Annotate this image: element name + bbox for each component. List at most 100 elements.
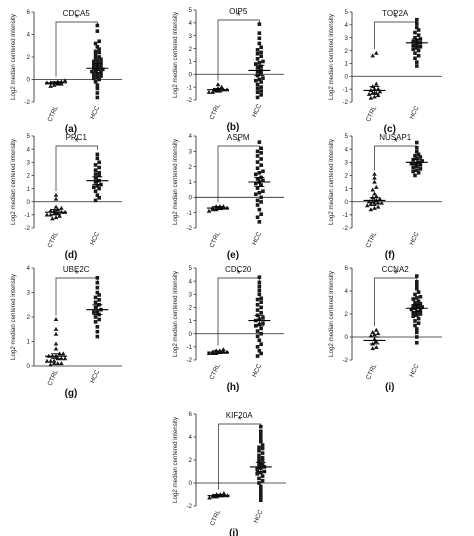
- data-point: [411, 297, 415, 301]
- data-point: [255, 177, 260, 181]
- gene-title: NUSAP1: [379, 133, 412, 142]
- data-point: [255, 467, 259, 471]
- y-tick-label: 1: [27, 339, 31, 346]
- data-point: [44, 358, 50, 363]
- data-point: [257, 463, 261, 468]
- category-label: HCC: [251, 103, 263, 119]
- data-point: [257, 31, 262, 35]
- data-point: [97, 55, 101, 59]
- category-label: CTRL: [365, 362, 379, 380]
- data-point: [93, 172, 98, 176]
- y-tick-label: 6: [27, 9, 31, 16]
- data-point: [259, 470, 263, 475]
- category-label: CTRL: [46, 368, 60, 386]
- y-tick-label: 4: [189, 278, 193, 285]
- data-point: [95, 325, 100, 329]
- data-point: [253, 78, 258, 83]
- panel-prc1: Log2 median centered intensity -2 -1 0 1 2 3 4 5…: [10, 133, 122, 261]
- data-point: [48, 358, 53, 363]
- data-point: [255, 303, 260, 307]
- data-point: [415, 280, 419, 284]
- data-point: [97, 47, 101, 51]
- data-point: [370, 199, 375, 204]
- data-point: [259, 45, 263, 50]
- data-point: [255, 308, 260, 312]
- y-tick-label: 3: [27, 159, 31, 166]
- data-point: [259, 200, 263, 204]
- data-point: [374, 339, 379, 344]
- y-axis-label: Log2 median centered intensity: [172, 416, 179, 503]
- y-tick-label: 3: [189, 149, 193, 156]
- y-tick-label: 0: [189, 195, 193, 202]
- y-axis-label: Log2 median centered intensity: [172, 11, 179, 98]
- data-point: [257, 292, 262, 297]
- data-point: [259, 436, 263, 440]
- data-point: [91, 310, 96, 314]
- series-ctrl: [44, 192, 68, 221]
- series-ctrl: [206, 347, 230, 356]
- significance-asterisk: *: [75, 269, 79, 280]
- y-tick-label: 1: [189, 318, 193, 325]
- data-point: [261, 169, 265, 174]
- data-point: [93, 295, 98, 300]
- data-point: [255, 472, 259, 476]
- data-point: [93, 79, 98, 84]
- significance-bracket: [217, 19, 260, 81]
- y-tick-label: 2: [27, 314, 31, 321]
- y-tick-label: 0: [189, 480, 193, 487]
- data-point: [411, 311, 415, 315]
- data-point: [413, 319, 417, 323]
- data-point: [415, 64, 419, 68]
- data-point: [255, 354, 260, 358]
- data-point: [413, 153, 417, 158]
- data-point: [99, 60, 103, 65]
- data-point: [415, 17, 419, 22]
- data-point: [418, 155, 423, 159]
- data-point: [370, 346, 375, 351]
- data-point: [206, 208, 212, 213]
- data-point: [416, 316, 421, 321]
- data-point: [59, 356, 64, 361]
- y-tick-label: -2: [342, 99, 348, 106]
- data-point: [374, 184, 379, 189]
- data-point: [95, 329, 100, 334]
- data-point: [95, 91, 100, 95]
- data-point: [48, 212, 53, 217]
- y-tick-label: 4: [27, 265, 31, 272]
- data-point: [415, 46, 419, 50]
- data-point: [255, 329, 260, 333]
- data-point: [53, 196, 59, 201]
- significance-asterisk: *: [394, 137, 398, 148]
- y-tick-label: 3: [189, 33, 193, 40]
- data-point: [255, 86, 260, 91]
- data-point: [97, 160, 101, 165]
- data-point: [55, 211, 61, 216]
- significance-bracket: [374, 277, 418, 327]
- data-point: [259, 157, 263, 161]
- data-point: [93, 189, 98, 193]
- panel-oip5: Log2 median centered intensity -2 -1 0 1 2 3 4 5…: [172, 7, 284, 133]
- y-tick-label: 2: [189, 164, 193, 171]
- data-point: [253, 172, 258, 177]
- data-point: [368, 207, 374, 212]
- data-point: [95, 290, 100, 295]
- data-point: [411, 39, 415, 44]
- data-point: [51, 208, 57, 213]
- data-point: [372, 332, 377, 337]
- data-point: [253, 181, 258, 186]
- category-label: CTRL: [208, 230, 222, 248]
- data-point: [260, 451, 265, 455]
- data-point: [416, 171, 421, 175]
- category-label: HCC: [251, 363, 263, 379]
- data-point: [95, 45, 100, 49]
- data-point: [257, 349, 262, 353]
- panel-kif20a: Log2 median centered intensity -2 0 2 4 6 KIF2…: [172, 411, 286, 536]
- y-tick-label: -2: [24, 225, 30, 232]
- data-point: [413, 51, 417, 55]
- y-tick-label: 3: [189, 291, 193, 298]
- series-ctrl: [207, 490, 230, 500]
- data-point: [253, 192, 258, 197]
- data-point: [259, 300, 263, 304]
- category-label: CTRL: [208, 102, 222, 120]
- series-ctrl: [206, 82, 230, 94]
